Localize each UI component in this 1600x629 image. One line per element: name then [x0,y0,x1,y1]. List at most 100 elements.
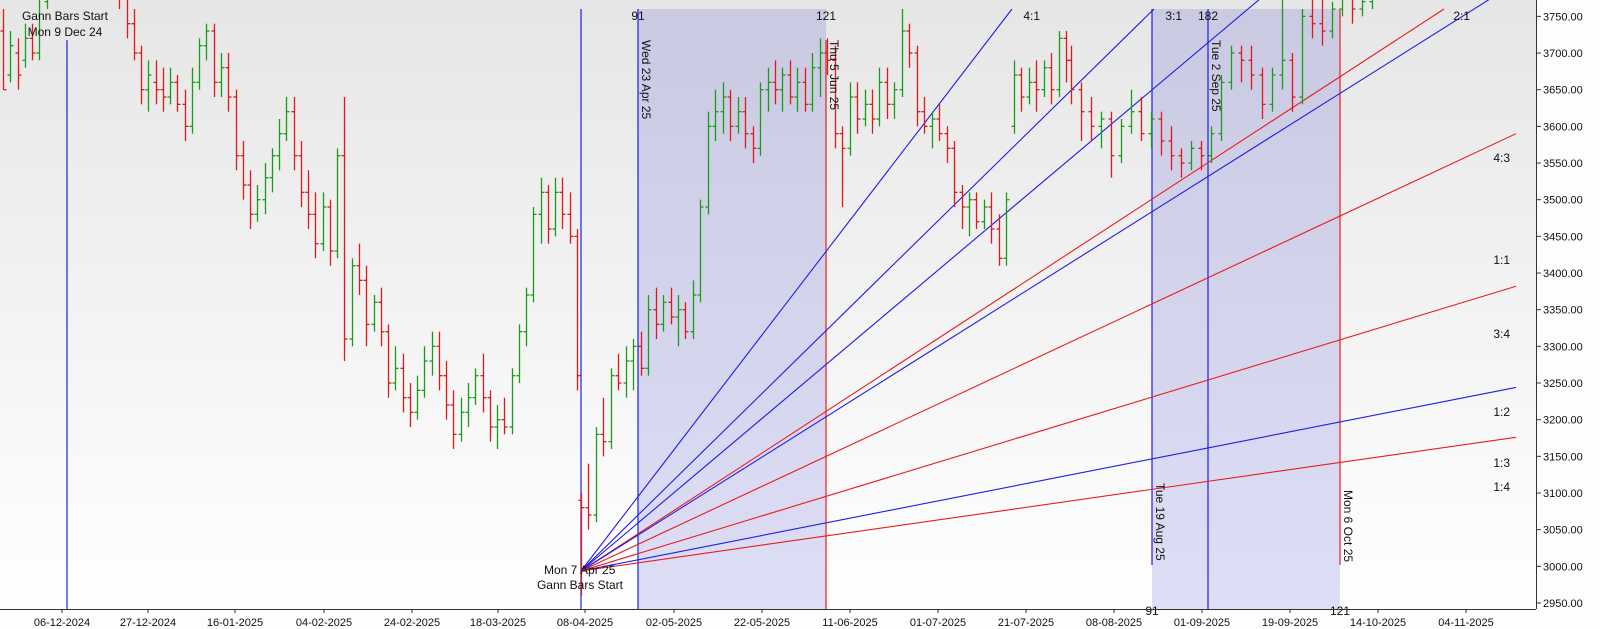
ohlc-bar [1269,67,1276,112]
ohlc-bar [794,67,801,112]
ohlc-bar [225,53,232,112]
cycle-shade [638,9,826,609]
ohlc-bar [160,67,167,112]
ohlc-bar [1299,9,1306,105]
x-tick-label: 11-06-2025 [822,617,877,629]
x-tick-label: 01-07-2025 [910,617,966,629]
y-tick-label: 3000.00 [1543,561,1583,573]
cycle-date-label: Wed 23 Apr 25 [639,40,653,119]
ohlc-bar [392,346,399,391]
ohlc-bar [233,89,240,171]
ohlc-bar [480,353,487,413]
ohlc-bar [593,427,600,523]
ohlc-bar [182,89,189,142]
ohlc-bar [138,45,145,105]
ohlc-bar [1108,111,1115,178]
x-tick-label: 08-04-2025 [557,617,613,629]
y-tick-label: 3050.00 [1543,525,1583,537]
ohlc-bar [167,67,174,105]
ohlc-bar [378,287,385,347]
ohlc-bar [996,214,1003,266]
ohlc-bar [824,38,831,76]
ohlc-bar [262,163,269,215]
ohlc-bar [254,185,261,222]
ohlc-bar [712,89,719,142]
cycle-date-label: Mon 6 Oct 25 [1341,490,1355,562]
ohlc-bar [1018,67,1025,112]
ohlc-bar [1048,53,1055,105]
ohlc-bar [690,280,697,340]
ohlc-bar [211,23,218,98]
ohlc-bar [847,82,854,156]
ohlc-bar [727,89,734,142]
ohlc-bar [298,141,305,208]
ohlc-bar [1259,67,1266,120]
x-tick-label: 14-10-2025 [1350,617,1406,629]
ohlc-bar [802,67,809,112]
ohlc-bar [327,199,334,266]
ohlc-bar [283,97,290,142]
ohlc-bar [1178,148,1185,178]
ohlc-bar [1339,0,1344,17]
y-tick-label: 3750.00 [1543,11,1583,23]
ohlc-bar [400,353,407,413]
ohlc-bar [349,258,356,347]
ohlc-bar [750,126,757,164]
ohlc-bar [891,82,898,120]
ohlc-bar [443,361,450,420]
ohlc-bar [530,207,537,303]
ohlc-bar [523,287,530,347]
ohlc-bar [450,390,457,450]
ohlc-bar [1289,53,1296,112]
ohlc-bar [914,45,921,127]
ohlc-bar [371,295,378,332]
ohlc-bar [787,60,794,105]
ohlc-bar [817,38,824,98]
ohlc-bar [1198,141,1205,171]
cycle-date-label: Thu 5 Jun 25 [827,40,841,110]
y-tick-label: 3500.00 [1543,195,1583,207]
ohlc-bar [1319,0,1326,46]
fan-line [580,0,1260,572]
fan-line [580,386,1517,572]
ohlc-bar [653,287,660,340]
fan-label: 3:4 [1493,327,1510,341]
ohlc-bar [720,82,727,134]
ohlc-bar [472,368,479,406]
ohlc-bar [959,185,966,230]
ohlc-bar [981,199,988,230]
ohlc-bar [757,82,764,156]
ohlc-bar [765,67,772,112]
ohlc-bar [705,111,712,215]
ohlc-bar [839,126,846,208]
ohlc-bar [697,199,704,303]
x-tick-label: 19-09-2025 [1262,617,1318,629]
ohlc-bar [465,383,472,428]
ohlc-bar [458,397,465,442]
ohlc-bar [36,0,41,61]
ohlc-bar [334,148,341,259]
ohlc-bar [22,23,29,68]
fan-line [580,436,1517,572]
ohlc-bar [131,9,138,61]
ohlc-bar [742,97,749,149]
ohlc-bar [1041,60,1048,98]
y-tick-label: 2950.00 [1543,598,1583,610]
ohlc-bar [429,331,436,376]
x-tick-label: 27-12-2024 [120,617,176,629]
cycle-count-label: 121 [816,9,836,23]
ohlc-bar [899,9,906,98]
ohlc-bar [623,346,630,398]
ohlc-bar [312,192,319,259]
ohlc-bar [567,192,574,244]
y-tick-label: 3150.00 [1543,451,1583,463]
fan-line [580,133,1517,572]
ohlc-bar [1158,111,1165,156]
ohlc-bar [854,82,861,134]
ohlc-bar [1078,82,1085,142]
ohlc-bar [1098,111,1105,149]
ohlc-bar [966,192,973,237]
cycle-date-label: Tue 19 Aug 25 [1153,483,1167,561]
ohlc-bar [356,243,363,296]
ohlc-bar [407,383,414,428]
